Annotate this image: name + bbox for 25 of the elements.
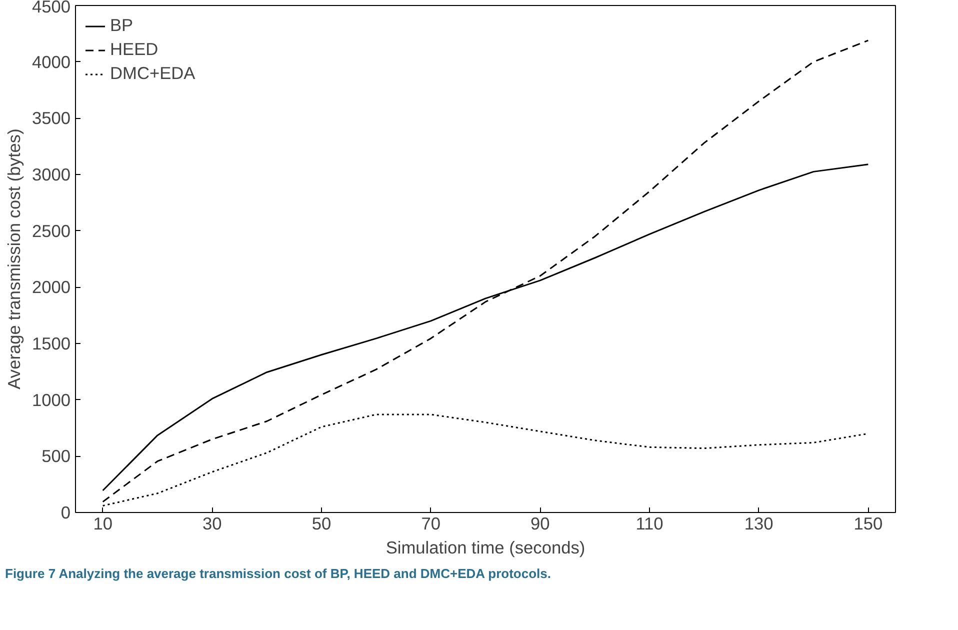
x-tick-label: 150 xyxy=(854,514,883,534)
x-tick-label: 10 xyxy=(93,514,112,534)
x-tick-label: 50 xyxy=(312,514,332,534)
line-series xyxy=(102,40,869,503)
x-tick-label: 70 xyxy=(421,514,440,534)
x-tick-label: 110 xyxy=(636,514,664,534)
x-tick-label: 90 xyxy=(530,514,550,534)
y-tick-label: 2500 xyxy=(32,220,71,241)
y-tick-label: 1000 xyxy=(32,390,71,410)
legend-label: BP xyxy=(110,15,134,36)
y-tick-label: 500 xyxy=(42,446,71,466)
y-tick-label: 2000 xyxy=(32,277,71,298)
x-tick-label: 130 xyxy=(744,514,774,534)
y-tick-label: 3000 xyxy=(32,164,71,184)
y-tick-label: 3500 xyxy=(32,108,71,128)
legend-label: DMC+EDA xyxy=(110,63,196,84)
x-tick-label: 30 xyxy=(202,514,222,534)
y-axis-title: Average transmission cost (bytes) xyxy=(4,128,24,390)
y-tick-label: 0 xyxy=(60,502,71,522)
y-tick-label: 4000 xyxy=(32,52,71,72)
legend-label: HEED xyxy=(110,39,158,60)
y-tick-label: 4500 xyxy=(32,0,71,16)
x-axis-title: Simulation time (seconds) xyxy=(386,538,586,558)
caption: Figure 7 Analyzing the average transmission cost of BP, HEED and DMC+EDA protocols. xyxy=(5,565,551,583)
y-tick-label: 1500 xyxy=(32,334,71,354)
